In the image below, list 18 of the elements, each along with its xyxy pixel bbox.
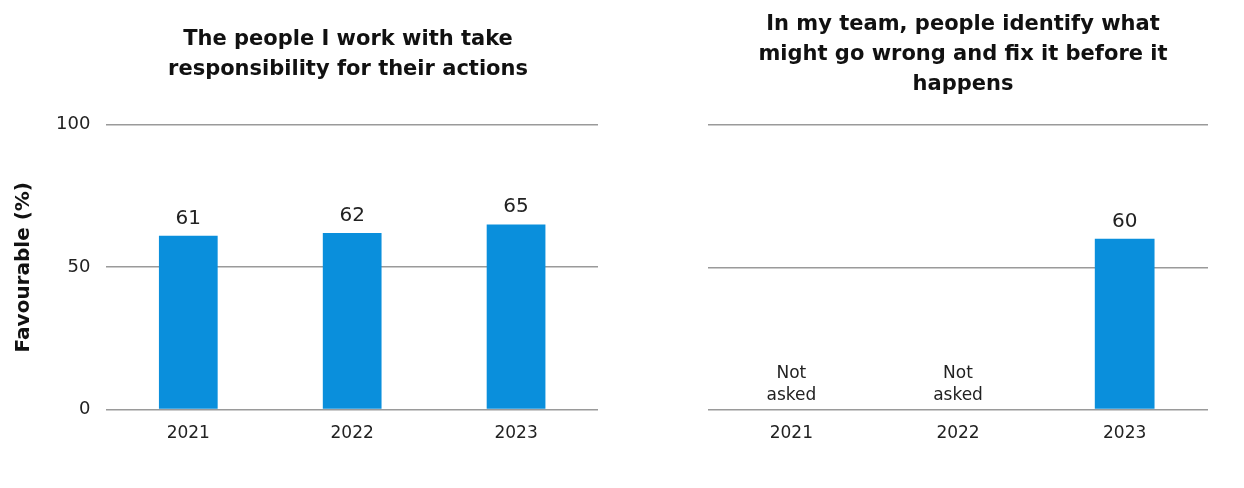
- text: Not asked: [766, 361, 817, 404]
- y-tick-label: 50: [67, 254, 91, 276]
- chart-title: In my team, people identify what might go wrong and fix it before it happens: [757, 10, 1169, 97]
- x-tick-label: 2022: [330, 422, 374, 443]
- y-axis-title: Favourable (%): [10, 182, 35, 353]
- x-tick-label: 2022: [936, 422, 980, 443]
- y-tick-label: 100: [56, 112, 91, 134]
- x-tick-label: 2021: [166, 422, 210, 443]
- x-tick-label: 2023: [1103, 422, 1147, 443]
- chart-title: The people I work with take responsibility for their actions: [167, 25, 529, 82]
- x-tick-label: 2021: [769, 422, 813, 443]
- text: Not asked: [933, 361, 983, 404]
- data-label: 60: [1111, 207, 1138, 232]
- y-tick-label: 0: [78, 397, 91, 419]
- x-tick-label: 2023: [494, 422, 538, 443]
- data-label: 61: [175, 204, 202, 229]
- data-label: 62: [339, 202, 365, 227]
- data-label: 65: [503, 193, 529, 218]
